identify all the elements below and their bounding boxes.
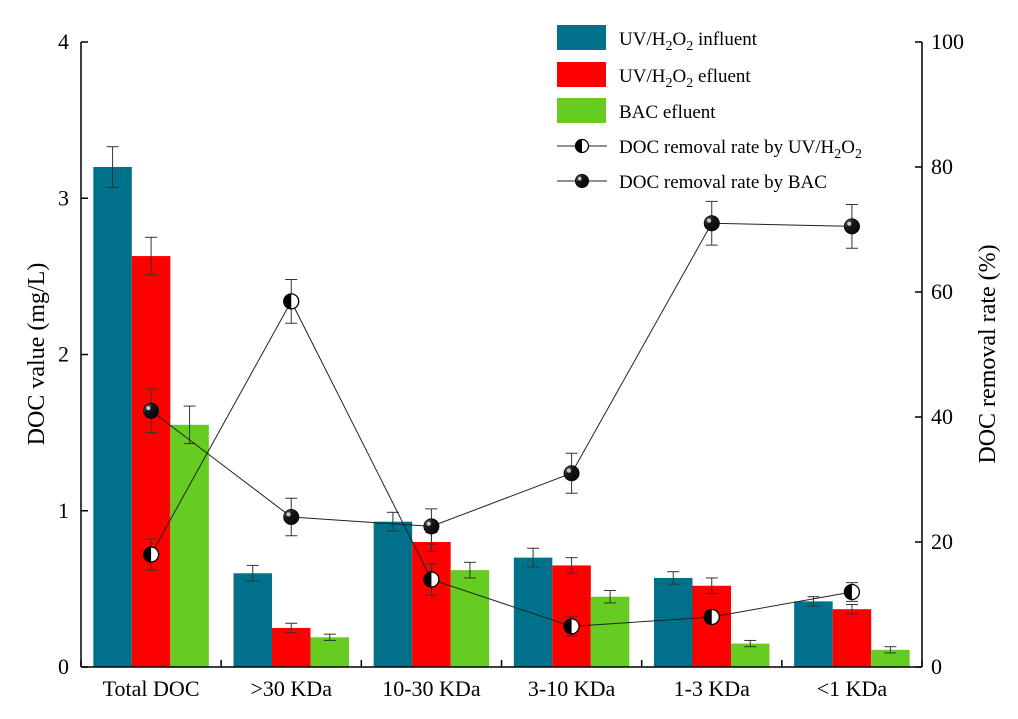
bar bbox=[552, 565, 591, 667]
lines-layer bbox=[145, 200, 858, 637]
data-point bbox=[843, 583, 861, 601]
data-point bbox=[142, 546, 160, 563]
bar bbox=[412, 542, 451, 667]
bar bbox=[590, 596, 630, 667]
bar-error-bar bbox=[106, 146, 119, 188]
legend-marker bbox=[575, 174, 589, 188]
bar-error-bar bbox=[527, 547, 540, 568]
data-point bbox=[843, 218, 860, 235]
y-tick-label: 4 bbox=[58, 29, 69, 54]
legend-label: BAC efluent bbox=[619, 102, 716, 123]
bar bbox=[373, 521, 413, 667]
legend-swatch bbox=[557, 62, 606, 87]
x-tick-label: 10-30 KDa bbox=[382, 676, 481, 701]
bar bbox=[450, 570, 490, 667]
data-point bbox=[143, 402, 160, 419]
bar bbox=[692, 585, 731, 667]
bar bbox=[832, 609, 872, 667]
bar bbox=[513, 557, 553, 667]
data-point bbox=[563, 618, 580, 635]
legend-label: DOC removal rate by UV/H2O2 bbox=[619, 137, 862, 162]
bar bbox=[93, 167, 132, 667]
series-line bbox=[150, 300, 853, 627]
y2-tick-label: 20 bbox=[931, 529, 953, 554]
markers-layer bbox=[142, 215, 861, 635]
y2-tick-label: 40 bbox=[931, 404, 953, 429]
legend-item: DOC removal rate by BAC bbox=[557, 172, 827, 193]
error-bars-layer bbox=[106, 146, 897, 654]
legend: UV/H2O2 influent UV/H2O2 efluent BAC eflue… bbox=[557, 25, 862, 193]
legend-item: DOC removal rate by UV/H2O2 bbox=[557, 137, 862, 162]
legend-item: UV/H2O2 influent bbox=[557, 25, 758, 54]
legend-swatch bbox=[557, 25, 606, 50]
bar bbox=[794, 601, 833, 667]
x-tick-label: >30 KDa bbox=[251, 676, 333, 701]
bar bbox=[310, 637, 349, 667]
y2-tick-label: 100 bbox=[931, 29, 964, 54]
x-tick-label: 1-3 KDa bbox=[674, 676, 751, 701]
bar-error-bar bbox=[246, 564, 259, 582]
bar bbox=[654, 577, 693, 667]
legend-label: UV/H2O2 influent bbox=[619, 29, 758, 54]
legend-marker bbox=[574, 138, 590, 154]
data-point bbox=[283, 509, 300, 525]
y2-tick-label: 60 bbox=[931, 279, 953, 304]
bars-layer bbox=[93, 167, 910, 667]
y-axis-title: DOC value (mg/L) bbox=[24, 263, 50, 446]
y2-tick-label: 80 bbox=[931, 154, 953, 179]
y-tick-label: 1 bbox=[58, 498, 69, 523]
legend-label: DOC removal rate by BAC bbox=[619, 172, 827, 193]
y2-tick-label: 0 bbox=[931, 654, 942, 679]
data-point bbox=[563, 465, 580, 482]
x-tick-label: Total DOC bbox=[103, 676, 200, 701]
bar-error-bar bbox=[845, 604, 858, 615]
bar bbox=[170, 424, 209, 667]
y-tick-label: 3 bbox=[58, 185, 69, 210]
bar-error-bar bbox=[705, 577, 718, 595]
bar-error-bar bbox=[667, 571, 680, 585]
bar bbox=[871, 649, 910, 667]
legend-swatch bbox=[557, 98, 606, 123]
y-tick-label: 0 bbox=[58, 654, 69, 679]
y2-axis-title: DOC removal rate (%) bbox=[975, 244, 1001, 463]
bar-error-bar bbox=[884, 646, 897, 654]
bar-error-bar bbox=[604, 589, 617, 604]
data-point bbox=[423, 571, 440, 588]
bar-error-bar bbox=[145, 236, 158, 276]
bar-error-bar bbox=[565, 557, 578, 574]
bar-error-bar bbox=[807, 596, 820, 607]
data-point bbox=[703, 608, 720, 626]
legend-item: UV/H2O2 efluent bbox=[557, 62, 751, 91]
legend-label: UV/H2O2 efluent bbox=[619, 66, 751, 91]
x-tick-label: <1 KDa bbox=[817, 676, 888, 701]
data-point bbox=[283, 293, 300, 310]
x-tick-label: 3-10 KDa bbox=[528, 676, 616, 701]
bar-error-bar bbox=[386, 511, 399, 532]
bar-error-bar bbox=[463, 561, 476, 579]
bar bbox=[272, 627, 311, 667]
bar-error-bar bbox=[285, 622, 298, 634]
bar bbox=[233, 573, 272, 667]
bar bbox=[131, 256, 171, 667]
data-point bbox=[703, 215, 720, 232]
y-tick-label: 2 bbox=[58, 342, 69, 367]
bar bbox=[731, 643, 770, 667]
series-line bbox=[150, 222, 852, 527]
data-point bbox=[423, 518, 440, 535]
bar-error-bar bbox=[323, 633, 336, 641]
bar-error-bar bbox=[744, 639, 757, 648]
legend-item: BAC efluent bbox=[557, 98, 716, 123]
